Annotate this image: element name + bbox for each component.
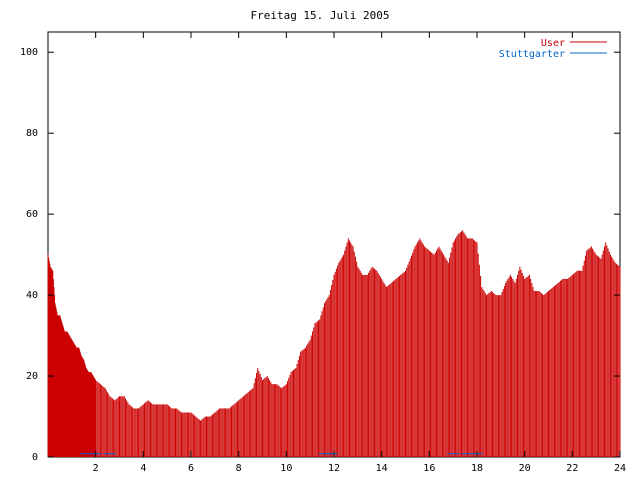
x-tick-label: 10 [280,463,292,474]
x-tick-label: 2 [93,463,99,474]
x-tick-label: 4 [140,463,146,474]
ticks-layer [48,32,621,458]
y-tick-label: 60 [26,209,38,220]
x-tick-label: 24 [614,463,626,474]
y-tick-label: 0 [32,452,38,463]
y-tick-label: 40 [26,290,38,301]
y-tick-label: 80 [26,128,38,139]
y-tick-label: 100 [20,47,38,58]
x-tick-label: 6 [188,463,194,474]
y-tick-label: 20 [26,371,38,382]
x-tick-label: 14 [376,463,388,474]
x-tick-label: 18 [471,463,483,474]
chart-title: Freitag 15. Juli 2005 [250,9,389,22]
x-tick-label: 22 [566,463,578,474]
legend: User Stuttgarter [499,38,607,60]
x-tick-label: 12 [328,463,340,474]
x-tick-label: 8 [236,463,242,474]
bars-layer [47,230,621,457]
x-tick-label: 16 [423,463,435,474]
x-tick-label: 20 [519,463,531,474]
legend-user-label: User [541,38,565,49]
legend-stuttgarter-label: Stuttgarter [499,49,565,60]
